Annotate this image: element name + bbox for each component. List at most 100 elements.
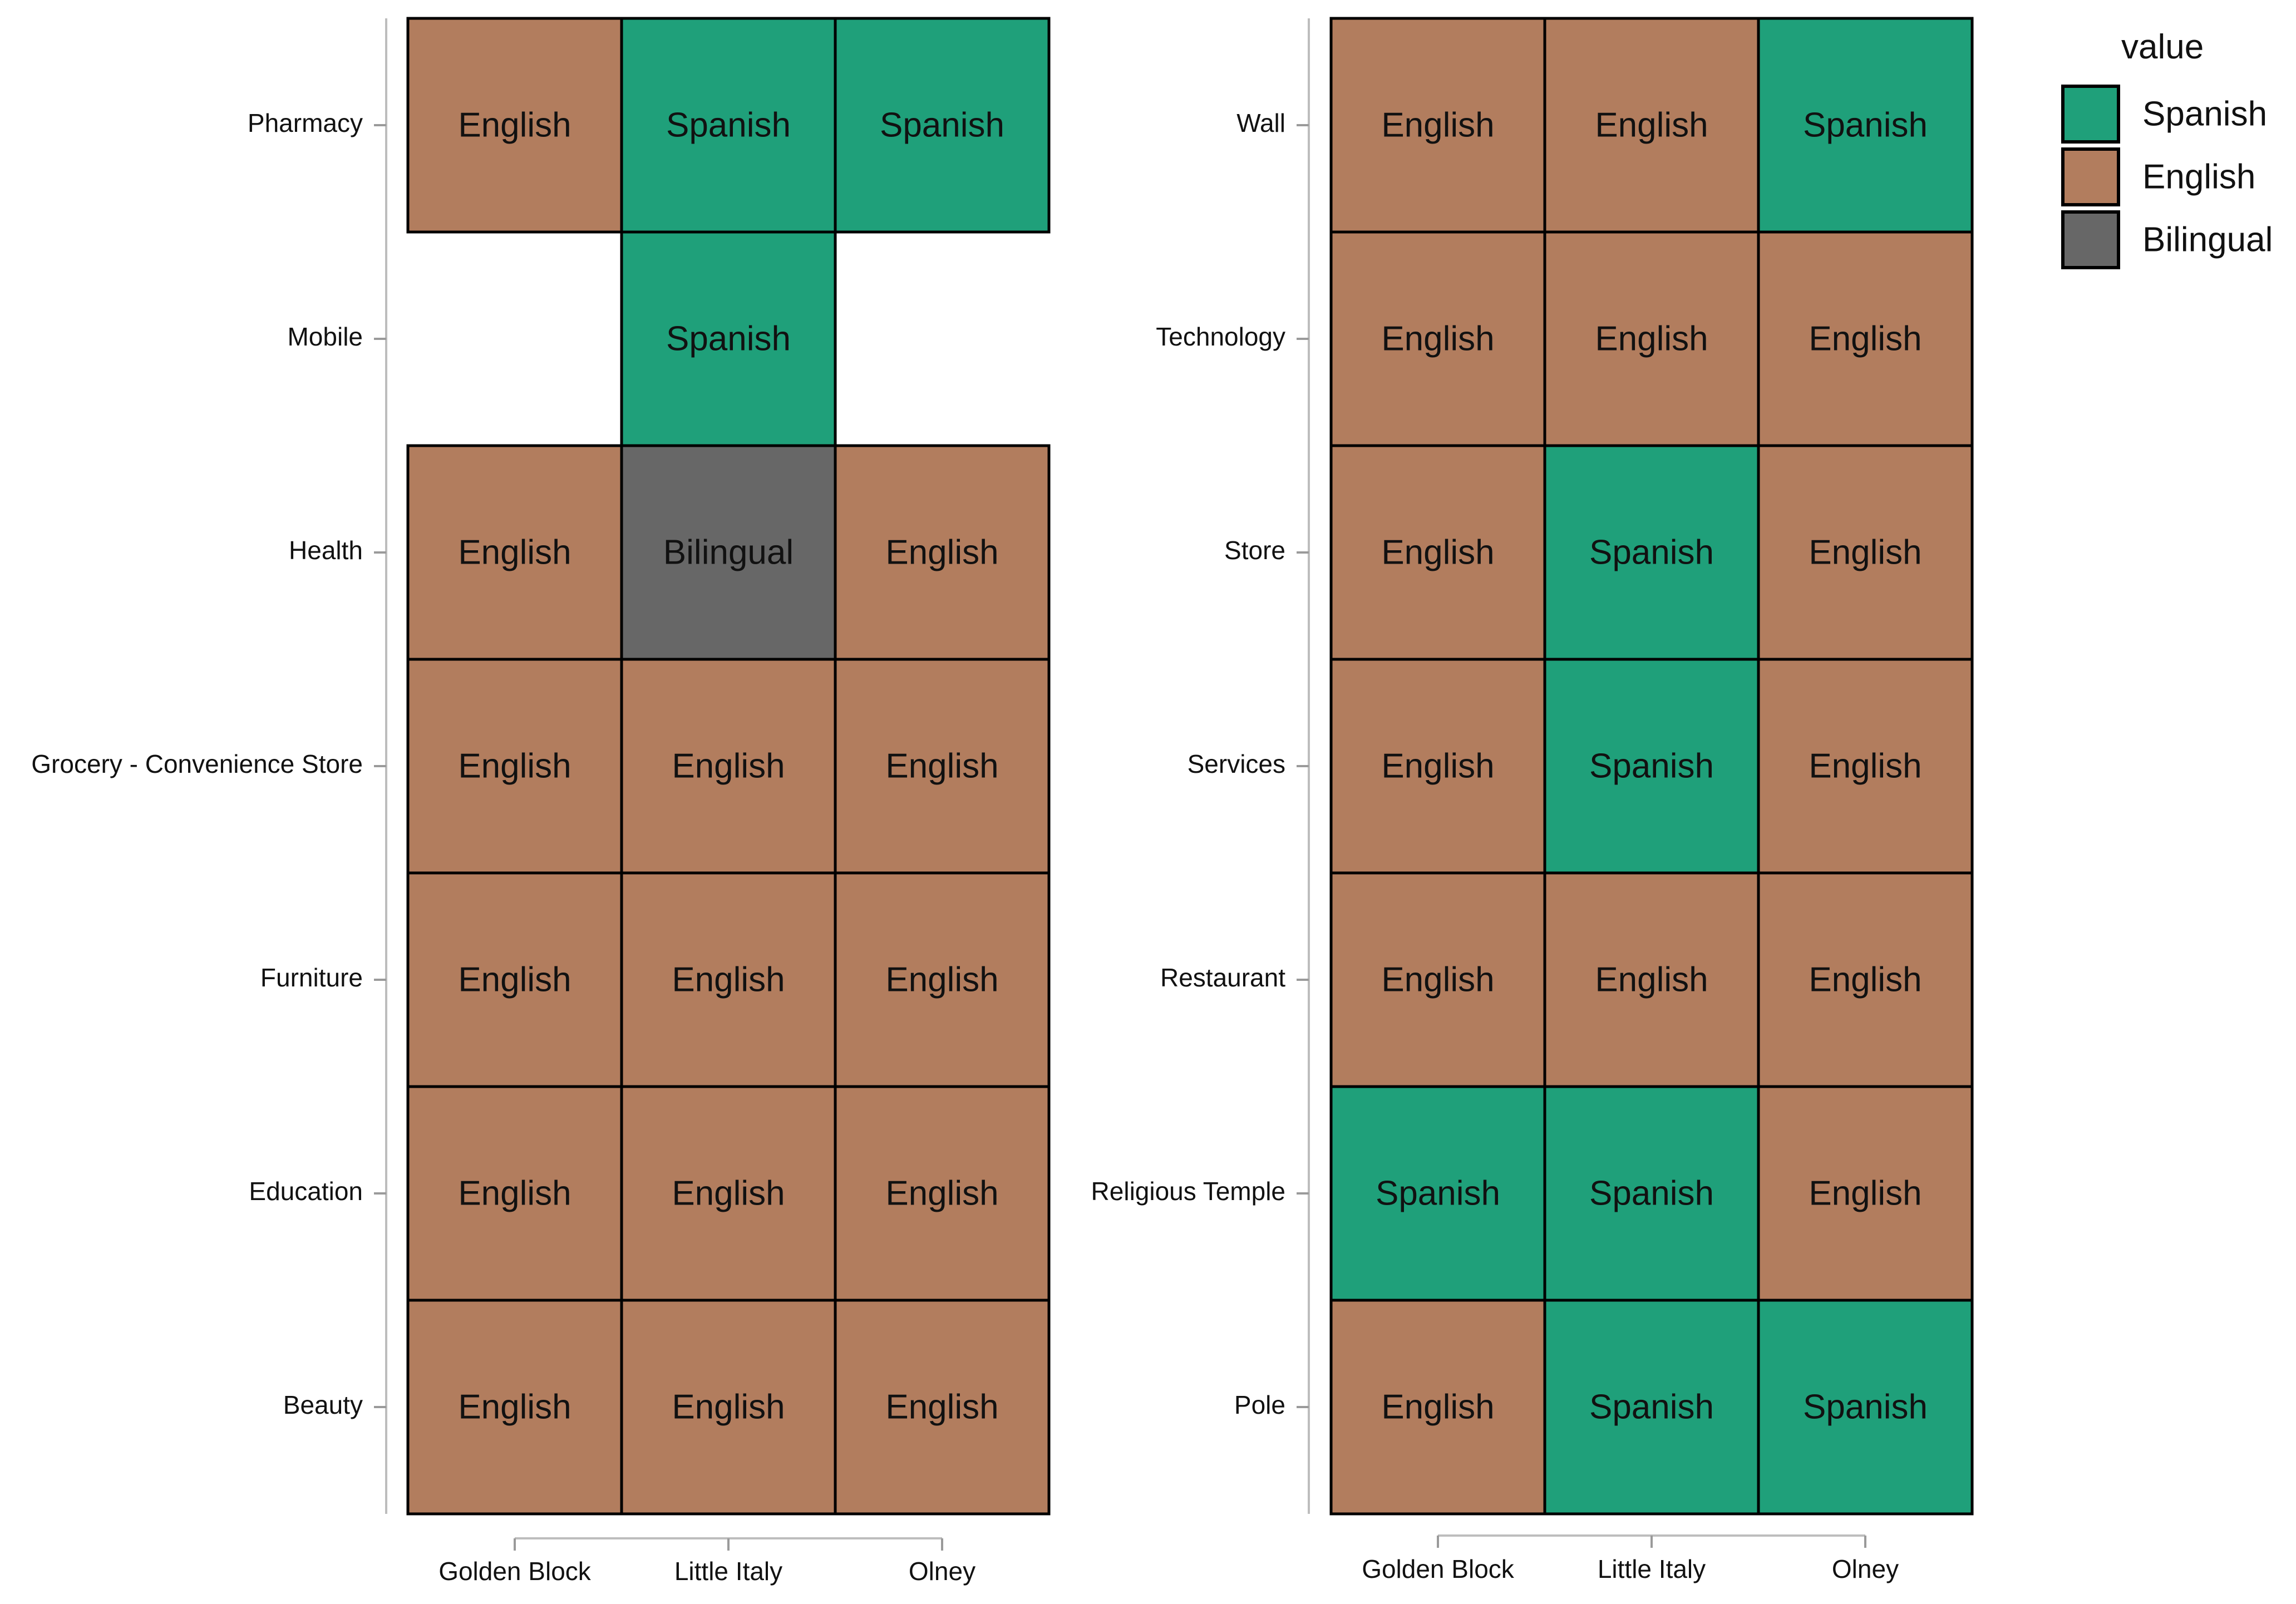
heatmap-cell: English bbox=[1329, 1299, 1546, 1516]
cell-rect-english bbox=[1329, 1299, 1546, 1516]
heatmap-cell: English bbox=[834, 1299, 1051, 1516]
cell-label: Bilingual bbox=[663, 534, 794, 572]
heatmap-cell: Spanish bbox=[1543, 1299, 1760, 1516]
cell-label: English bbox=[458, 534, 571, 572]
cell-label: English bbox=[458, 747, 571, 786]
heatmap-cell: Spanish bbox=[620, 17, 837, 234]
cell-rect-english bbox=[1329, 444, 1546, 661]
cell-label: English bbox=[458, 961, 571, 999]
cell-label: English bbox=[458, 1388, 571, 1427]
y-tick-label-technology: Technology bbox=[1156, 322, 1285, 351]
y-tick-label-furniture: Furniture bbox=[260, 963, 363, 992]
x-tick-label-golden-block: Golden Block bbox=[438, 1557, 592, 1586]
heatmap-cell: English bbox=[620, 1085, 837, 1302]
heatmap-cell: English bbox=[1543, 230, 1760, 447]
legend-label-english: English bbox=[2142, 158, 2255, 196]
cell-label: Spanish bbox=[1589, 747, 1714, 786]
cell-rect-english bbox=[1329, 17, 1546, 234]
cell-label: Spanish bbox=[880, 106, 1004, 145]
cell-label: English bbox=[672, 961, 785, 999]
heatmap-cell: English bbox=[834, 871, 1051, 1088]
cell-label: English bbox=[1381, 534, 1494, 572]
heatmap-cell: Spanish bbox=[1329, 1085, 1546, 1302]
legend-key-english bbox=[2061, 147, 2120, 206]
heatmap-cell: English bbox=[1543, 871, 1760, 1088]
heatmap-cell: Bilingual bbox=[620, 444, 837, 661]
y-tick-label-pole: Pole bbox=[1234, 1390, 1285, 1419]
legend: value Spanish English Bilingual bbox=[2061, 28, 2273, 269]
left-heatmap-panel: Pharmacy Mobile Health Grocery - Convenienc… bbox=[31, 17, 1051, 1586]
heatmap-cell: Spanish bbox=[1543, 444, 1760, 661]
cell-label: English bbox=[1595, 106, 1708, 145]
cell-rect-english bbox=[1543, 17, 1760, 234]
y-tick-label-grocery-convenience-store: Grocery - Convenience Store bbox=[31, 749, 363, 778]
cell-rect-english bbox=[1757, 444, 1974, 661]
y-tick-label-mobile: Mobile bbox=[287, 322, 363, 351]
heatmap-cell: Spanish bbox=[1543, 658, 1760, 875]
heatmap-cell: English bbox=[406, 17, 623, 234]
heatmap-cell: English bbox=[1329, 230, 1546, 447]
x-tick-label-olney: Olney bbox=[1832, 1554, 1899, 1583]
cell-rect-english bbox=[1329, 871, 1546, 1088]
cell-rect-english bbox=[834, 658, 1051, 875]
cell-rect-spanish bbox=[834, 17, 1051, 234]
cell-label: English bbox=[1809, 747, 1921, 786]
y-tick-label-beauty: Beauty bbox=[283, 1390, 363, 1419]
cell-label: Spanish bbox=[1589, 534, 1714, 572]
cell-label: English bbox=[1381, 320, 1494, 358]
right-heatmap-panel: Wall Technology Store Services Restaurant Rel… bbox=[1091, 17, 1974, 1583]
heatmap-cell: English bbox=[834, 444, 1051, 661]
cell-rect-english bbox=[834, 1085, 1051, 1302]
cell-label: English bbox=[1595, 961, 1708, 999]
cell-label: Spanish bbox=[1589, 1174, 1714, 1213]
cell-label: English bbox=[885, 534, 998, 572]
cell-label: Spanish bbox=[1589, 1388, 1714, 1427]
legend-label-spanish: Spanish bbox=[2142, 95, 2267, 134]
cell-label: Spanish bbox=[1803, 1388, 1928, 1427]
cell-rect-english bbox=[406, 871, 623, 1088]
cell-label: Spanish bbox=[666, 320, 791, 358]
cell-rect-english bbox=[834, 1299, 1051, 1516]
heatmap-cell: English bbox=[1757, 871, 1974, 1088]
cell-label: Spanish bbox=[1803, 106, 1928, 145]
y-tick-label-pharmacy: Pharmacy bbox=[248, 108, 363, 137]
cell-rect-spanish bbox=[1543, 1085, 1760, 1302]
cell-rect-english bbox=[834, 444, 1051, 661]
heatmap-cell: English bbox=[1329, 444, 1546, 661]
cell-label: English bbox=[1809, 1174, 1921, 1213]
cell-label: English bbox=[1381, 106, 1494, 145]
cell-label: English bbox=[885, 961, 998, 999]
cell-label: Spanish bbox=[1376, 1174, 1500, 1213]
cell-label: English bbox=[1381, 961, 1494, 999]
cell-rect-spanish bbox=[1757, 1299, 1974, 1516]
cell-label: English bbox=[672, 1388, 785, 1427]
cell-rect-english bbox=[1757, 1085, 1974, 1302]
heatmap-cell: Spanish bbox=[1757, 1299, 1974, 1516]
cell-rect-english bbox=[1543, 871, 1760, 1088]
y-tick-label-religious-temple: Religious Temple bbox=[1091, 1177, 1285, 1206]
cell-rect-english bbox=[406, 1299, 623, 1516]
cell-label: Spanish bbox=[666, 106, 791, 145]
cell-label: English bbox=[1809, 961, 1921, 999]
y-tick-label-restaurant: Restaurant bbox=[1160, 963, 1285, 992]
x-tick-label-little-italy: Little Italy bbox=[674, 1557, 782, 1586]
cell-rect-english bbox=[1329, 658, 1546, 875]
cell-label: English bbox=[1595, 320, 1708, 358]
heatmap-cell: English bbox=[1757, 1085, 1974, 1302]
heatmap-cell: English bbox=[1757, 444, 1974, 661]
cell-rect-spanish bbox=[1543, 658, 1760, 875]
cell-label: English bbox=[1381, 1388, 1494, 1427]
heatmap-cell: English bbox=[620, 1299, 837, 1516]
x-tick-label-olney: Olney bbox=[909, 1557, 975, 1586]
cell-rect-english bbox=[1757, 230, 1974, 447]
heatmap-cell: English bbox=[834, 658, 1051, 875]
cell-label: English bbox=[458, 1174, 571, 1213]
cell-rect-spanish bbox=[620, 17, 837, 234]
cell-rect-english bbox=[1543, 230, 1760, 447]
y-tick-label-wall: Wall bbox=[1236, 108, 1285, 137]
y-tick-label-store: Store bbox=[1224, 536, 1285, 565]
heatmap-cell: Spanish bbox=[834, 17, 1051, 234]
cell-label: English bbox=[1381, 747, 1494, 786]
